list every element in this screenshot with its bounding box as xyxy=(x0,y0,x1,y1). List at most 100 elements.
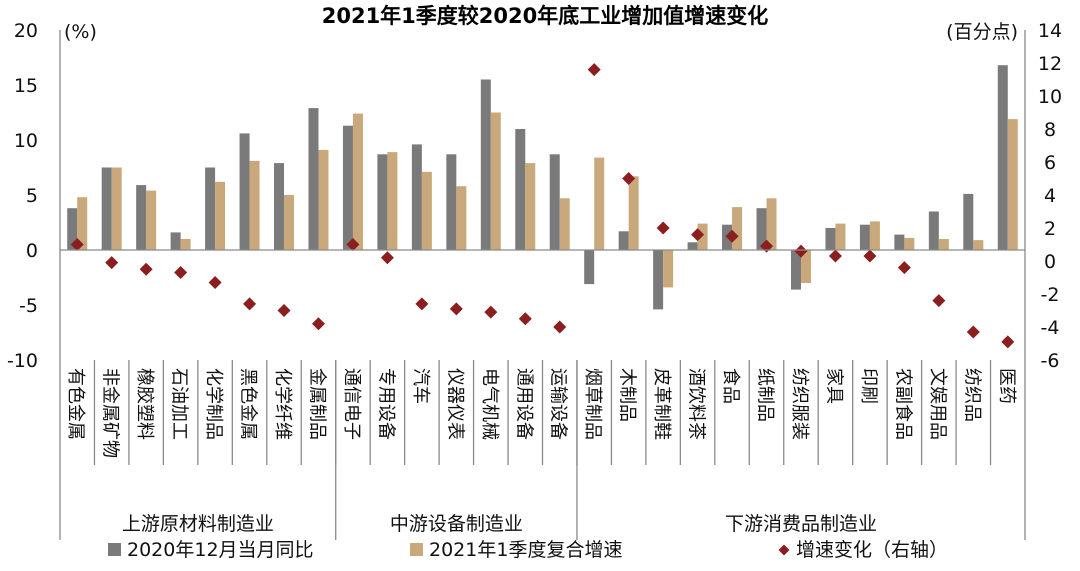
bar xyxy=(928,211,939,250)
category-label: 纺织品 xyxy=(961,368,982,422)
scatter-point xyxy=(415,297,429,311)
scatter-series xyxy=(70,63,1015,349)
y-tick-right: 14 xyxy=(1038,20,1062,42)
chart-title: 2021年1季度较2020年底工业增加值增速变化 xyxy=(322,4,769,28)
bar xyxy=(274,163,285,250)
bar xyxy=(101,167,112,250)
category-label: 木制品 xyxy=(617,368,638,422)
category-label: 食品 xyxy=(720,368,741,404)
category-label: 医药 xyxy=(996,368,1017,404)
bar xyxy=(938,239,949,250)
y-tick-right: -6 xyxy=(1041,350,1060,372)
scatter-point xyxy=(897,261,911,275)
y-tick-left: 0 xyxy=(26,240,38,262)
scatter-point xyxy=(622,172,636,185)
bar xyxy=(963,193,974,250)
axes xyxy=(59,30,1026,540)
bar xyxy=(756,208,767,250)
bar xyxy=(697,223,708,250)
bar xyxy=(894,234,905,250)
bar xyxy=(549,154,560,250)
y-tick-left: 5 xyxy=(26,185,38,207)
scatter-point xyxy=(553,320,567,334)
category-label: 仪器仪表 xyxy=(444,368,465,440)
category-label: 电气机械 xyxy=(479,368,500,440)
scatter-point xyxy=(932,294,946,308)
bar xyxy=(111,167,122,250)
category-label: 汽车 xyxy=(410,368,431,404)
legend: 2020年12月当月同比 2021年1季度复合增速 增速变化（右轴） xyxy=(108,539,948,561)
bar xyxy=(584,250,595,285)
group-label: 中游设备制造业 xyxy=(390,513,523,535)
scatter-point xyxy=(70,238,84,251)
bar xyxy=(973,240,984,250)
bar xyxy=(515,129,526,250)
bar xyxy=(790,250,801,290)
bar xyxy=(628,176,639,250)
bar xyxy=(377,154,388,250)
bar xyxy=(446,154,457,250)
bar xyxy=(997,65,1008,250)
bar xyxy=(869,221,880,250)
bar xyxy=(663,250,674,288)
category-label: 石油加工 xyxy=(169,368,190,440)
bar xyxy=(480,79,491,250)
scatter-point xyxy=(587,63,601,77)
y-axis-left: 20 15 10 5 0 -5 -10 xyxy=(7,20,38,372)
bar xyxy=(594,157,605,250)
bar xyxy=(490,112,501,250)
bar xyxy=(1007,119,1018,250)
bar xyxy=(67,208,78,250)
scatter-point xyxy=(277,304,291,317)
category-label: 化学纤维 xyxy=(272,368,293,440)
category-label: 家具 xyxy=(823,368,844,404)
scatter-point xyxy=(966,325,980,339)
scatter-point xyxy=(863,249,877,263)
y-tick-right: 4 xyxy=(1044,185,1056,207)
category-label: 纺织服装 xyxy=(789,368,810,440)
bar xyxy=(835,223,846,250)
category-label: 黑色金属 xyxy=(238,368,259,440)
legend-swatch-series-1 xyxy=(108,543,121,556)
legend-swatch-series-3 xyxy=(778,544,790,556)
scatter-point xyxy=(691,228,705,242)
y-tick-right: 6 xyxy=(1044,152,1056,174)
y-axis-right: 14 12 10 8 6 4 2 0 -2 -4 -6 xyxy=(1038,20,1062,372)
bar xyxy=(308,108,319,250)
bar xyxy=(284,195,295,250)
bar xyxy=(653,250,664,310)
bar xyxy=(180,239,191,250)
bar xyxy=(618,231,629,250)
y-tick-right: 0 xyxy=(1044,251,1056,273)
scatter-point xyxy=(484,305,498,319)
bar xyxy=(559,198,570,250)
category-label: 化学制品 xyxy=(203,368,224,440)
bar xyxy=(411,144,422,250)
y-tick-right: 2 xyxy=(1044,218,1056,240)
bar xyxy=(239,133,250,250)
category-label: 金属制品 xyxy=(306,368,327,440)
bar xyxy=(732,207,743,250)
bar xyxy=(421,171,432,250)
scatter-point xyxy=(449,302,463,316)
category-label: 有色金属 xyxy=(65,368,86,440)
bar xyxy=(342,125,353,250)
scatter-point xyxy=(1001,335,1015,349)
scatter-point xyxy=(725,229,739,243)
y-tick-left: 10 xyxy=(14,130,38,152)
category-label: 橡胶塑料 xyxy=(134,368,155,440)
scatter-point xyxy=(656,221,670,235)
category-label: 皮革制鞋 xyxy=(651,368,672,440)
bar xyxy=(170,232,181,250)
category-label: 非金属矿物 xyxy=(100,368,121,458)
legend-label-series-3: 增速变化（右轴） xyxy=(796,539,948,561)
scatter-point xyxy=(346,238,360,251)
bar xyxy=(825,228,836,250)
category-label: 通信电子 xyxy=(341,368,362,440)
group-label: 下游消费品制造业 xyxy=(725,513,877,535)
scatter-point xyxy=(380,251,394,265)
bar xyxy=(146,190,157,250)
category-label: 印刷 xyxy=(858,368,879,404)
y-tick-right: 12 xyxy=(1038,53,1062,75)
group-label: 上游原材料制造业 xyxy=(122,513,274,535)
